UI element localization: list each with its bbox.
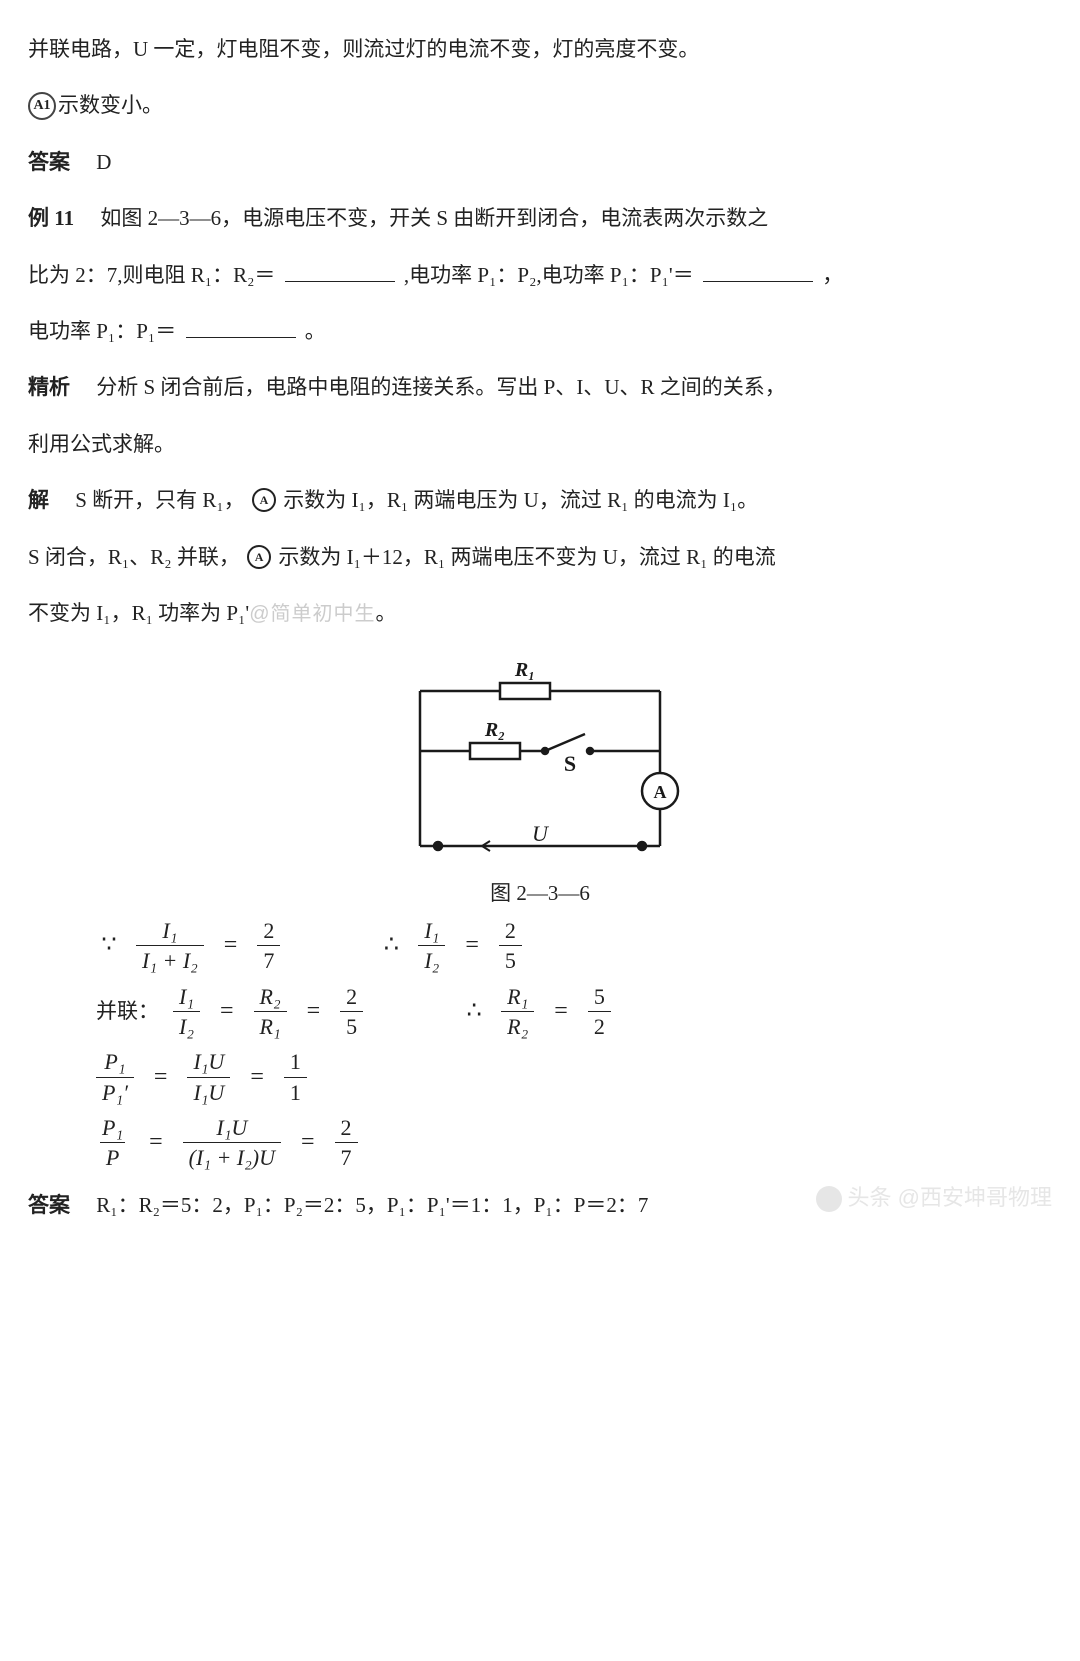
jie-label: 解 bbox=[28, 488, 49, 512]
jie-l1b: 示数为 I₁，R₁ 两端电压为 U，流过 R₁ 的电流为 I₁。 bbox=[283, 488, 758, 512]
label-s: S bbox=[564, 751, 576, 776]
m2-f2d: R₂ bbox=[501, 1011, 534, 1039]
ex11-l3a: 电功率 P₁：P₁＝ bbox=[28, 319, 176, 343]
eq-2: = bbox=[465, 931, 479, 960]
m2-m1d: R₁ bbox=[254, 1011, 287, 1039]
label-ammeter: A bbox=[654, 782, 667, 802]
example-label: 例 11 bbox=[28, 206, 74, 230]
ex11-l3b: 。 bbox=[305, 319, 326, 343]
example-11-line3: 电功率 P₁：P₁＝ 。 bbox=[28, 306, 1052, 356]
m3-f1n: P₁ bbox=[98, 1049, 131, 1076]
label-r1: R₁ bbox=[514, 659, 535, 681]
eq-9: = bbox=[301, 1128, 315, 1157]
jie-line3: 不变为 I₁，R₁ 功率为 P₁'@简单初中生。 bbox=[28, 588, 1052, 638]
jie-l3b: 。 bbox=[376, 601, 397, 625]
ammeter-icon: A bbox=[252, 488, 276, 512]
eq-7: = bbox=[250, 1063, 264, 1092]
jie-line1: 解 S 断开，只有 R₁， A 示数为 I₁，R₁ 两端电压为 U，流过 R₁ … bbox=[28, 475, 1052, 525]
m4-r1: 2 bbox=[335, 1115, 358, 1142]
watermark-footer-text: 头条 @西安坤哥物理 bbox=[848, 1172, 1052, 1225]
eq-3: = bbox=[220, 997, 234, 1026]
m4-f1d: P bbox=[100, 1142, 125, 1170]
a1-icon: A1 bbox=[28, 92, 56, 120]
example-11-text1: 如图 2—3—6，电源电压不变，开关 S 由断开到闭合，电流表两次示数之 bbox=[100, 206, 768, 230]
label-u: U bbox=[532, 821, 550, 846]
m4-m1n: I₁U bbox=[210, 1115, 253, 1142]
math-row-4: P₁P = I₁U(I₁ + I₂)U = 27 bbox=[96, 1115, 1052, 1171]
circuit-figure: R₁ R₂ S A U 图 2—3—6 bbox=[28, 656, 1052, 908]
ex11-l2a: 比为 2：7,则电阻 R₁：R₂＝ bbox=[28, 263, 275, 287]
m2-m1n: R₂ bbox=[254, 984, 287, 1011]
jie-l1a: S 断开，只有 R₁， bbox=[75, 488, 245, 512]
m3-f1d: P₁′ bbox=[96, 1077, 134, 1105]
jie-l2a: S 闭合，R₁、R₂ 并联， bbox=[28, 545, 240, 569]
m3-r1d: 1 bbox=[284, 1077, 307, 1105]
eq-5: = bbox=[554, 997, 568, 1026]
because-symbol: ∵ bbox=[96, 931, 122, 960]
m2-r2: 5 bbox=[588, 984, 611, 1011]
blank-1 bbox=[285, 260, 395, 282]
blank-3 bbox=[186, 316, 296, 338]
final-answer-label: 答案 bbox=[28, 1193, 70, 1217]
example-11-line2: 比为 2：7,则电阻 R₁：R₂＝ ,电功率 P₁：P₂,电功率 P₁：P₁'＝… bbox=[28, 250, 1052, 300]
m4-m1d: (I₁ + I₂)U bbox=[183, 1142, 281, 1170]
m2-f1n: I₁ bbox=[173, 984, 200, 1011]
eq-6: = bbox=[154, 1063, 168, 1092]
jingxi-line1: 精析 分析 S 闭合前后，电路中电阻的连接关系。写出 P、I、U、R 之间的关系… bbox=[28, 362, 1052, 412]
therefore-symbol-2: ∴ bbox=[461, 997, 487, 1026]
answer-value: D bbox=[96, 150, 111, 174]
math-row-2: 并联： I₁I₂ = R₂R₁ = 25 ∴ R₁R₂ = 52 bbox=[96, 984, 1052, 1040]
figure-caption: 图 2—3—6 bbox=[28, 879, 1052, 908]
parallel-label: 并联： bbox=[96, 999, 159, 1024]
m2-r1d: 5 bbox=[340, 1011, 363, 1039]
final-answer-row: 答案 R₁：R₂＝5：2，P₁：P₂＝2：5，P₁：P₁'＝1：1，P₁：P＝2… bbox=[28, 1180, 1052, 1230]
circuit-svg: R₁ R₂ S A U bbox=[390, 656, 690, 866]
m2-r2d: 2 bbox=[588, 1011, 611, 1039]
m4-r1d: 7 bbox=[335, 1142, 358, 1170]
m1-r1: 2 bbox=[257, 918, 280, 945]
math-row-3: P₁P₁′ = I₁UI₁U = 11 bbox=[96, 1049, 1052, 1105]
m1-f2n: I₁ bbox=[418, 918, 445, 945]
m3-m1d: I₁U bbox=[187, 1077, 230, 1105]
a1-text: 示数变小。 bbox=[58, 93, 163, 117]
jingxi-text1: 分析 S 闭合前后，电路中电阻的连接关系。写出 P、I、U、R 之间的关系， bbox=[96, 375, 786, 399]
ex11-l2c: ， bbox=[822, 263, 843, 287]
jie-line2: S 闭合，R₁、R₂ 并联， A 示数为 I₁＋12，R₁ 两端电压不变为 U，… bbox=[28, 532, 1052, 582]
jie-l3a: 不变为 I₁，R₁ 功率为 P₁' bbox=[28, 601, 249, 625]
paragraph-intro: 并联电路，U 一定，灯电阻不变，则流过灯的电流不变，灯的亮度不变。 bbox=[28, 24, 1052, 74]
math-row-1: ∵ I₁I₁ + I₂ = 27 ∴ I₁I₂ = 25 bbox=[96, 918, 1052, 974]
m1-f1d: I₁ + I₂ bbox=[136, 945, 204, 973]
watermark-footer: 头条 @西安坤哥物理 bbox=[816, 1172, 1052, 1225]
ammeter-icon-2: A bbox=[247, 545, 271, 569]
m1-f2d: I₂ bbox=[418, 945, 445, 973]
example-11-line1: 例 11 如图 2—3—6，电源电压不变，开关 S 由断开到闭合，电流表两次示数… bbox=[28, 193, 1052, 243]
eq-1: = bbox=[224, 931, 238, 960]
label-r2: R₂ bbox=[484, 719, 505, 741]
m3-r1: 1 bbox=[284, 1049, 307, 1076]
final-answer-text: R₁：R₂＝5：2，P₁：P₂＝2：5，P₁：P₁'＝1：1，P₁：P＝2：7 bbox=[96, 1193, 648, 1217]
watermark-logo-icon bbox=[816, 1186, 842, 1212]
answer-d: 答案 D bbox=[28, 137, 1052, 187]
therefore-symbol: ∴ bbox=[378, 931, 404, 960]
watermark-inline: @简单初中生 bbox=[249, 603, 375, 625]
m4-f1n: P₁ bbox=[96, 1115, 129, 1142]
jingxi-line2: 利用公式求解。 bbox=[28, 419, 1052, 469]
m2-r1: 2 bbox=[340, 984, 363, 1011]
m1-f1n: I₁ bbox=[156, 918, 183, 945]
m3-m1n: I₁U bbox=[187, 1049, 230, 1076]
paragraph-a1: A1示数变小。 bbox=[28, 80, 1052, 130]
m2-f1d: I₂ bbox=[173, 1011, 200, 1039]
ex11-l2b: ,电功率 P₁：P₂,电功率 P₁：P₁'＝ bbox=[404, 263, 694, 287]
m1-r1d: 7 bbox=[257, 945, 280, 973]
m2-f2n: R₁ bbox=[501, 984, 534, 1011]
eq-8: = bbox=[149, 1128, 163, 1157]
m1-r2d: 5 bbox=[499, 945, 522, 973]
jie-l2b: 示数为 I₁＋12，R₁ 两端电压不变为 U，流过 R₁ 的电流 bbox=[278, 545, 775, 569]
jingxi-label: 精析 bbox=[28, 375, 70, 399]
blank-2 bbox=[703, 260, 813, 282]
eq-4: = bbox=[307, 997, 321, 1026]
answer-label: 答案 bbox=[28, 150, 70, 174]
m1-r2: 2 bbox=[499, 918, 522, 945]
